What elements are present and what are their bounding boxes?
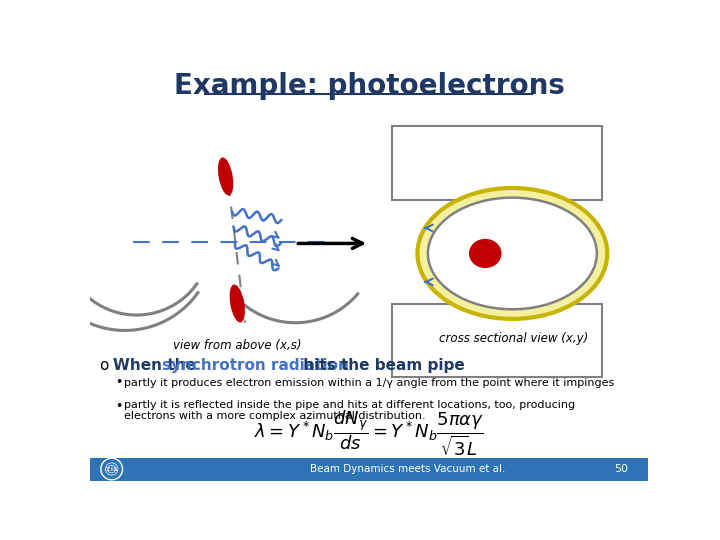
Text: partly it is reflected inside the pipe and hits at different locations, too, pro: partly it is reflected inside the pipe a… xyxy=(124,400,575,421)
Ellipse shape xyxy=(469,239,502,268)
Ellipse shape xyxy=(418,188,607,319)
Text: $\lambda = Y^* N_b \dfrac{dN_\gamma}{ds} = Y^* N_b \dfrac{5\pi\alpha\gamma}{\sqr: $\lambda = Y^* N_b \dfrac{dN_\gamma}{ds}… xyxy=(254,408,484,458)
Text: Beam Dynamics meets Vacuum et al.: Beam Dynamics meets Vacuum et al. xyxy=(310,464,505,474)
Bar xyxy=(392,126,601,200)
Text: view from above (x,s): view from above (x,s) xyxy=(173,339,302,353)
Text: •: • xyxy=(114,376,122,389)
Text: o: o xyxy=(99,357,109,373)
Bar xyxy=(392,303,601,377)
Text: •: • xyxy=(114,400,122,413)
Text: hits the beam pipe: hits the beam pipe xyxy=(297,357,464,373)
Text: cross sectional view (x,y): cross sectional view (x,y) xyxy=(438,332,588,345)
Ellipse shape xyxy=(218,158,233,195)
Text: synchrotron radiation: synchrotron radiation xyxy=(162,357,349,373)
Polygon shape xyxy=(90,457,648,481)
Text: Example: photoelectrons: Example: photoelectrons xyxy=(174,72,564,100)
Text: 50: 50 xyxy=(614,464,628,474)
Text: partly it produces electron emission within a 1/γ angle from the point where it : partly it produces electron emission wit… xyxy=(124,378,614,388)
Text: CERN: CERN xyxy=(105,467,119,471)
Ellipse shape xyxy=(428,198,597,309)
Ellipse shape xyxy=(230,285,245,322)
Text: When the: When the xyxy=(113,357,202,373)
